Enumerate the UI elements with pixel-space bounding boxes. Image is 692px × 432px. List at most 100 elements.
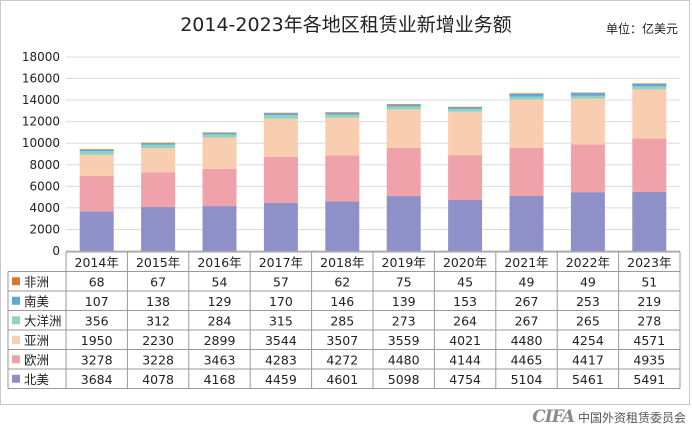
- x-category-label: 2016年: [197, 255, 241, 270]
- bar-segment: [325, 112, 360, 113]
- legend-swatch: [12, 316, 20, 325]
- y-tick-label: 16000: [22, 72, 60, 86]
- data-label: 219: [637, 294, 661, 309]
- bar-segment: [632, 84, 667, 87]
- bar-segment: [386, 106, 421, 110]
- bar-segment: [632, 86, 667, 90]
- bar-segment: [570, 92, 605, 94]
- data-label: 4168: [204, 372, 236, 387]
- data-label: 49: [580, 274, 596, 289]
- x-category-label: 2017年: [259, 255, 303, 270]
- bar-segment: [448, 106, 483, 108]
- legend-swatch: [12, 355, 20, 364]
- bar-segment: [570, 144, 605, 193]
- data-label: 253: [576, 294, 600, 309]
- data-label: 4459: [265, 372, 297, 387]
- data-label: 5098: [388, 372, 420, 387]
- data-label: 138: [146, 294, 170, 309]
- org-name: 中国外资租赁委员会: [577, 410, 686, 425]
- bar-segment: [509, 93, 544, 94]
- bar-segment: [509, 147, 544, 196]
- data-label: 264: [453, 313, 477, 328]
- bar-segment: [448, 199, 483, 251]
- bar-segment: [325, 112, 360, 115]
- bar-segment: [632, 191, 667, 251]
- data-label: 284: [208, 313, 232, 328]
- data-label: 3228: [142, 352, 174, 367]
- x-category-label: 2015年: [136, 255, 180, 270]
- data-label: 57: [273, 274, 289, 289]
- bar-segment: [79, 149, 114, 152]
- data-label: 129: [208, 294, 232, 309]
- legend-label: 北美: [24, 372, 49, 387]
- data-label: 54: [212, 274, 228, 289]
- data-label: 2899: [204, 333, 236, 348]
- org-logo: CIFA: [532, 407, 575, 427]
- data-label: 4935: [633, 352, 665, 367]
- bar-segment: [386, 196, 421, 251]
- data-label: 4254: [572, 333, 604, 348]
- bar-segment: [570, 98, 605, 145]
- data-label: 4078: [142, 372, 174, 387]
- data-label: 4480: [388, 352, 420, 367]
- chart-frame: [0, 0, 690, 405]
- data-label: 4272: [326, 352, 358, 367]
- bar-segment: [79, 211, 114, 251]
- data-label: 312: [146, 313, 170, 328]
- data-label: 273: [392, 313, 416, 328]
- legend-label: 亚洲: [24, 333, 49, 348]
- y-tick-label: 18000: [22, 50, 60, 64]
- footer: CIFA 中国外资租赁委员会: [532, 406, 686, 428]
- data-label: 67: [150, 274, 166, 289]
- data-label: 3278: [81, 352, 113, 367]
- data-label: 62: [334, 274, 350, 289]
- bar-segment: [509, 93, 544, 97]
- bar-segment: [263, 202, 298, 251]
- bar-segment: [79, 151, 114, 155]
- data-label: 45: [457, 274, 473, 289]
- data-label: 5491: [633, 372, 665, 387]
- bar-segment: [570, 192, 605, 251]
- data-label: 107: [85, 294, 109, 309]
- bar-segment: [386, 104, 421, 105]
- data-label: 4021: [449, 333, 481, 348]
- bar-segment: [79, 149, 114, 150]
- bar-segment: [79, 175, 114, 212]
- bar-segment: [386, 109, 421, 148]
- y-tick-label: 4000: [29, 201, 60, 215]
- y-tick-label: 0: [52, 244, 60, 258]
- data-label: 285: [330, 313, 354, 328]
- data-label: 4754: [449, 372, 481, 387]
- bar-segment: [263, 156, 298, 203]
- data-label: 5461: [572, 372, 604, 387]
- bar-segment: [141, 142, 176, 144]
- bar-segment: [202, 133, 237, 135]
- data-label: 5104: [511, 372, 543, 387]
- legend-swatch: [12, 277, 20, 286]
- data-label: 153: [453, 294, 477, 309]
- chart-title: 2014-2023年各地区租赁业新增业务额: [180, 14, 512, 36]
- data-label: 4601: [326, 372, 358, 387]
- data-label: 356: [85, 313, 109, 328]
- data-label: 3463: [204, 352, 236, 367]
- x-category-label: 2019年: [382, 255, 426, 270]
- bar-segment: [509, 195, 544, 251]
- bar-segment: [79, 154, 114, 176]
- bar-segment: [263, 112, 298, 114]
- legend-label: 大洋洲: [24, 313, 62, 328]
- bar-segment: [386, 147, 421, 197]
- bar-segment: [202, 206, 237, 251]
- bar-segment: [570, 95, 605, 99]
- bar-segment: [202, 137, 237, 169]
- data-label: 49: [519, 274, 535, 289]
- bar-segment: [141, 172, 176, 208]
- data-label: 267: [515, 313, 539, 328]
- data-label: 4465: [511, 352, 543, 367]
- legend-label: 南美: [24, 294, 49, 309]
- bar-segment: [202, 134, 237, 138]
- legend-label: 非洲: [24, 274, 49, 289]
- legend-swatch: [12, 335, 20, 344]
- bar-segment: [263, 118, 298, 157]
- data-label: 4144: [449, 352, 481, 367]
- data-label: 3507: [326, 333, 358, 348]
